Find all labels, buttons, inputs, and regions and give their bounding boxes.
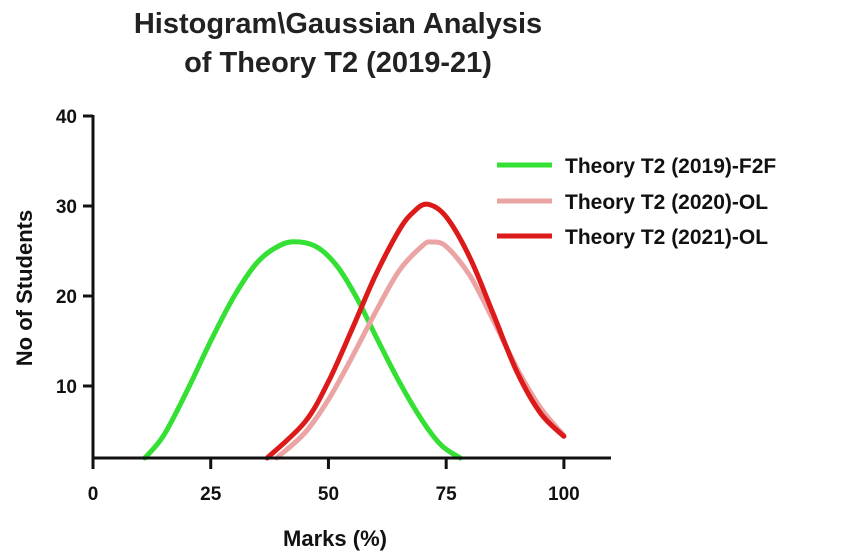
- legend-label-1: Theory T2 (2020)-OL: [565, 191, 768, 214]
- y-tick-label: 10: [56, 377, 77, 398]
- x-tick-label: 0: [88, 484, 99, 505]
- y-tick-label: 20: [56, 287, 77, 308]
- series-line-0: [142, 239, 463, 461]
- series-line-1: [274, 239, 567, 461]
- y-axis-label: No of Students: [12, 210, 37, 366]
- chart-title-line-1: Histogram\Gaussian Analysis: [134, 8, 542, 40]
- legend-label-0: Theory T2 (2019)-F2F: [565, 155, 776, 178]
- x-axis-ticks: 0 25 50 75 100: [88, 458, 580, 505]
- legend-label-2: Theory T2 (2021)-OL: [565, 226, 768, 249]
- y-tick-label: 40: [56, 107, 77, 128]
- x-tick-label: 75: [436, 484, 458, 505]
- series-line-2: [264, 201, 567, 461]
- x-tick-label: 25: [200, 484, 222, 505]
- chart-title-line-2: of Theory T2 (2019-21): [184, 47, 492, 79]
- series-lines: [142, 201, 567, 461]
- x-axis-label: Marks (%): [283, 526, 387, 551]
- x-tick-label: 50: [318, 484, 339, 505]
- y-tick-label: 30: [56, 197, 77, 218]
- legend: Theory T2 (2019)-F2F Theory T2 (2020)-OL T…: [497, 155, 776, 249]
- x-tick-label: 100: [548, 484, 580, 505]
- y-axis-ticks: 10 20 30 40: [56, 107, 93, 398]
